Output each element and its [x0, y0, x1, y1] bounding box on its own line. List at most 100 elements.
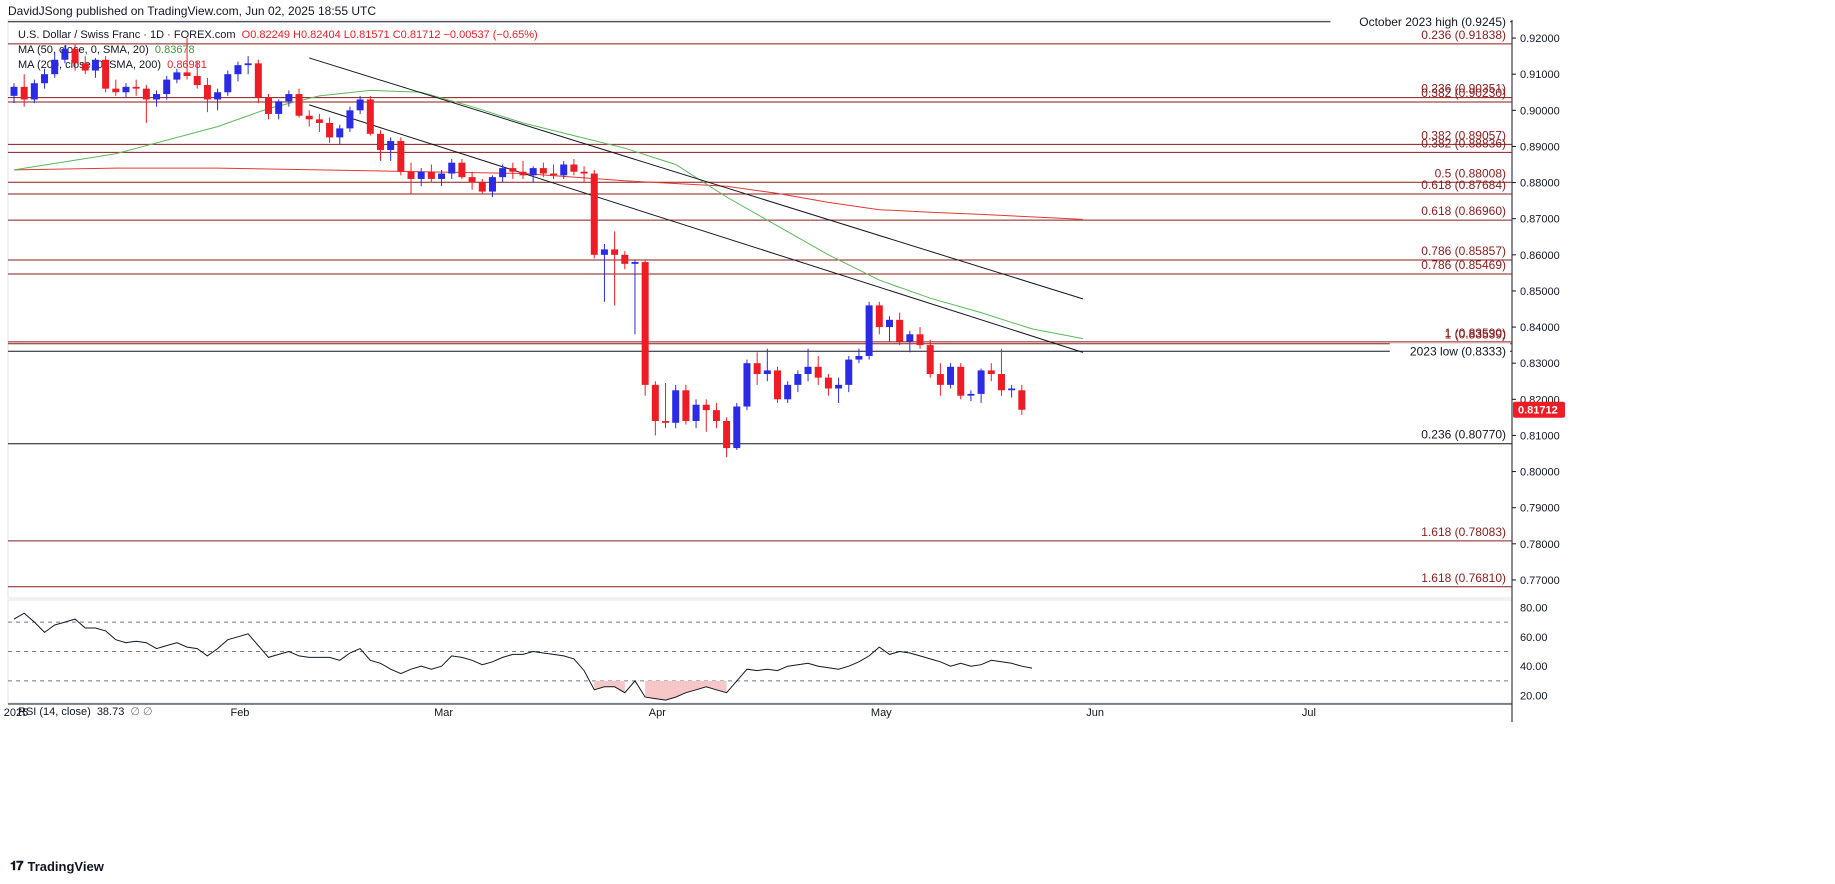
- candle-body: [224, 74, 232, 93]
- candle-body: [315, 119, 323, 123]
- time-axis-label: Mar: [434, 707, 453, 719]
- candle-body: [275, 101, 283, 114]
- candle-body: [662, 420, 670, 423]
- candle-body: [916, 334, 924, 346]
- candle-body: [81, 63, 89, 71]
- candle-body: [947, 366, 955, 385]
- level-label: 0.618 (0.86960): [1421, 204, 1506, 218]
- candle-body: [936, 374, 944, 385]
- candle-body: [102, 59, 110, 89]
- level-label: 1 (0.83539): [1445, 328, 1506, 342]
- tradingview-logo[interactable]: 𝟏𝟕 TradingView: [10, 858, 104, 874]
- candle-body: [845, 359, 853, 385]
- level-label: 0.382 (0.88836): [1421, 136, 1506, 150]
- level-label: 0.236 (0.90351): [1421, 82, 1506, 96]
- ma200-line: [13, 167, 1083, 220]
- candle-body: [488, 177, 496, 192]
- candle-body: [774, 370, 781, 400]
- candle-body: [692, 404, 700, 421]
- price-pane-border: [7, 19, 1513, 599]
- fib-levels-layer: October 2023 high (0.9245)0.236 (0.91838…: [8, 13, 1512, 588]
- candle-body: [712, 410, 720, 421]
- candle-body: [41, 74, 49, 84]
- candle-body: [132, 86, 140, 89]
- candle-body: [305, 115, 313, 120]
- candle-body: [214, 92, 222, 100]
- tradingview-logo-icon: 𝟏𝟕: [10, 858, 24, 873]
- candle-body: [20, 86, 28, 100]
- candle-body: [875, 305, 883, 328]
- candle-body: [611, 249, 619, 255]
- candle-body: [794, 374, 802, 385]
- candle-body: [590, 173, 598, 255]
- symbol-name: U.S. Dollar / Swiss Franc · 1D · FOREX.c…: [18, 29, 236, 41]
- candle-body: [784, 384, 792, 400]
- level-label: October 2023 high (0.9245): [1359, 15, 1506, 29]
- candle-body: [743, 363, 751, 407]
- price-tick-label: 0.89000: [1520, 141, 1560, 153]
- candle-body: [926, 345, 934, 375]
- candle-body: [835, 384, 843, 389]
- candle-body: [193, 75, 201, 86]
- candle-body: [682, 390, 690, 421]
- level-label: 0.5 (0.88008): [1435, 166, 1506, 180]
- tradingview-logo-text: TradingView: [27, 858, 104, 874]
- level-label: 0.382 (0.90230): [1421, 86, 1506, 100]
- level-label: 1 (0.83590): [1445, 326, 1506, 340]
- price-tick-label: 0.88000: [1520, 178, 1560, 190]
- candle-body: [265, 97, 272, 114]
- trendline: [309, 57, 1084, 300]
- candle-body: [427, 171, 435, 179]
- level-label-bg: [1330, 13, 1510, 29]
- time-axis-label: Jul: [1302, 707, 1316, 719]
- candle-body: [977, 370, 985, 394]
- level-label: 0.786 (0.85469): [1421, 258, 1506, 272]
- level-label: 0.618 (0.87684): [1421, 178, 1506, 192]
- price-tick-label: 0.86000: [1520, 250, 1560, 262]
- rsi-panel: 80.00 60.00 40.00 20.00: [8, 602, 1548, 703]
- price-tick-label: 0.81000: [1520, 430, 1560, 442]
- level-label-bg: [1389, 343, 1510, 359]
- candle-body: [763, 370, 771, 375]
- candle-body: [651, 384, 659, 421]
- candle-body: [244, 63, 252, 66]
- price-tick-label: 0.85000: [1520, 286, 1560, 298]
- price-tick-label: 0.78000: [1520, 539, 1560, 551]
- candle-body: [499, 168, 507, 178]
- rsi-oversold-fill: [645, 680, 727, 701]
- candle-body: [71, 48, 79, 64]
- price-tick-label: 0.77000: [1520, 575, 1560, 587]
- candle-body: [580, 171, 588, 174]
- price-tick-label: 0.83000: [1520, 358, 1560, 370]
- legend-ma50-row: MA (50, close, 0, SMA, 20) 0.83678: [18, 43, 195, 57]
- price-tick-label: 0.90000: [1520, 105, 1560, 117]
- candle-body: [529, 168, 537, 176]
- candle-body: [346, 110, 354, 129]
- candle-body: [550, 173, 558, 176]
- candle-body: [397, 141, 405, 172]
- rsi-tick-label: 60.00: [1520, 632, 1548, 644]
- price-tick-label: 0.79000: [1520, 503, 1560, 515]
- candle-body: [997, 374, 1005, 391]
- candle-body: [1018, 390, 1026, 410]
- price-tick-label: 0.80000: [1520, 467, 1560, 479]
- price-tick-label: 0.84000: [1520, 322, 1560, 334]
- rsi-tick-label: 40.00: [1520, 661, 1548, 673]
- candle-body: [448, 162, 456, 174]
- ma50-value: 0.83678: [154, 44, 195, 56]
- candle-body: [1008, 388, 1016, 391]
- price-axis-layer: 0.92000 0.91000 0.90000 0.89000 0.88000 0.870…: [1512, 33, 1565, 587]
- candle-body: [824, 377, 832, 389]
- rsi-value: 38.73: [96, 706, 125, 718]
- candles-layer: [10, 38, 1026, 458]
- candle-body: [254, 63, 262, 98]
- level-label: 1.618 (0.78083): [1421, 525, 1506, 539]
- candle-body: [122, 86, 130, 93]
- candle-body: [285, 94, 293, 102]
- candle-body: [417, 171, 425, 179]
- candle-body: [723, 420, 731, 449]
- last-price-label: 0.81712: [1518, 405, 1558, 417]
- candle-body: [326, 122, 334, 138]
- candle-body: [600, 249, 608, 255]
